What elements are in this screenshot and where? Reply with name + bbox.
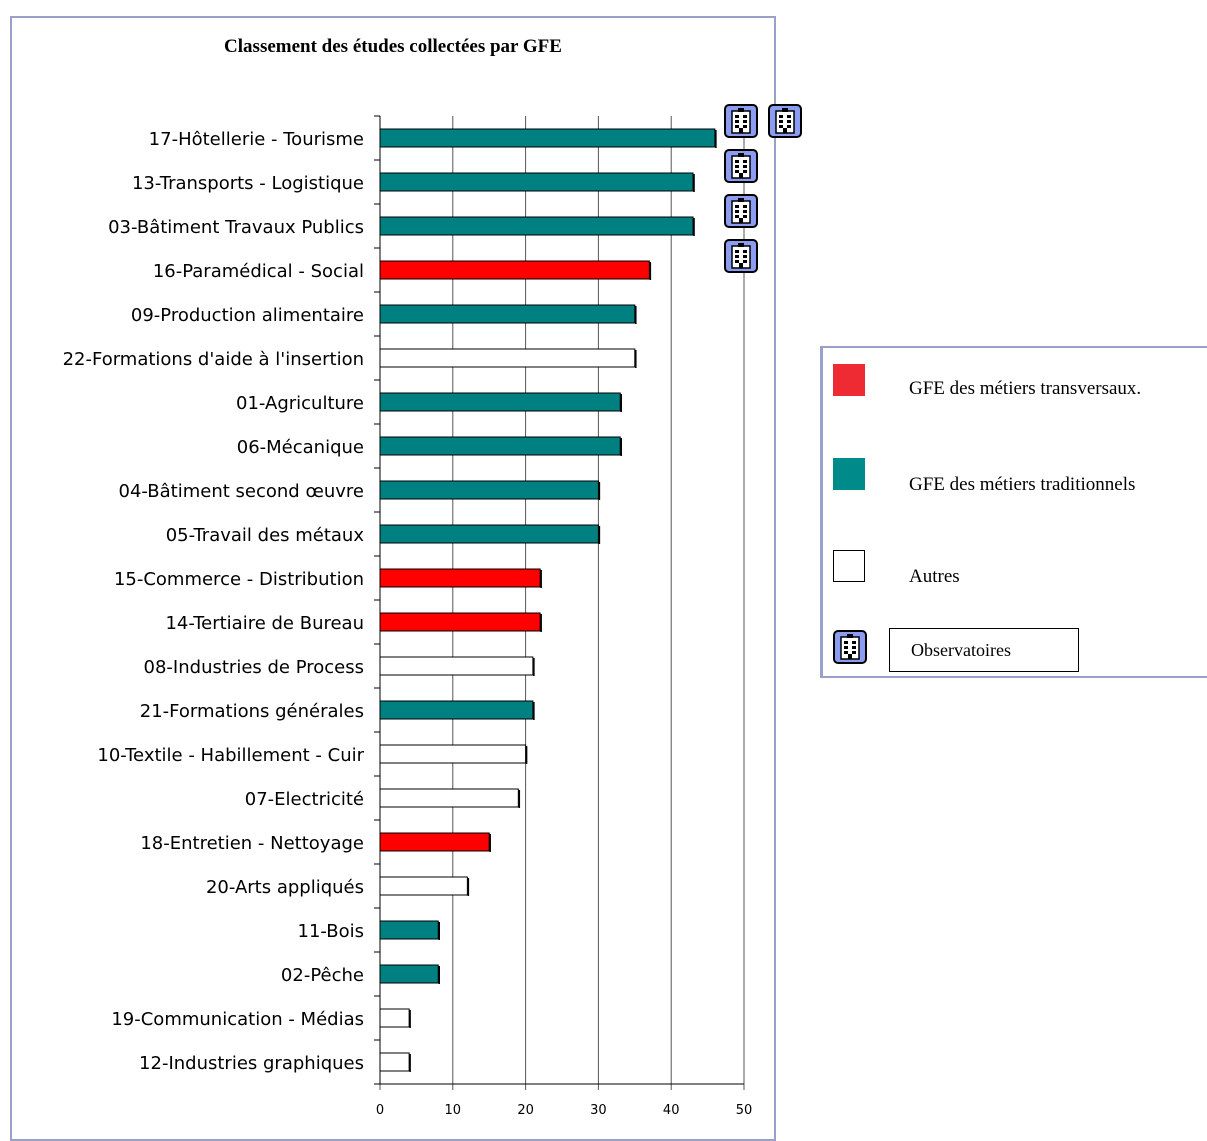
category-label: 10-Textile - Habillement - Cuir [97, 745, 364, 766]
bar [379, 964, 439, 984]
category-label: 15-Commerce - Distribution [114, 569, 364, 590]
category-label: 13-Transports - Logistique [132, 173, 364, 194]
legend-item-observatoires: Observatoires [823, 628, 1207, 674]
legend-item-traditionnels: GFE des métiers traditionnels [823, 458, 1207, 498]
legend-label-transversaux: GFE des métiers transversaux. [909, 378, 1142, 399]
x-tick-label: 10 [445, 1103, 462, 1118]
x-tick-label: 40 [663, 1103, 680, 1118]
bar [379, 876, 468, 896]
category-label: 11-Bois [298, 921, 365, 942]
building-icon [724, 239, 758, 273]
bar [379, 568, 541, 588]
bar [379, 744, 527, 764]
legend-swatch-transversaux [833, 364, 865, 396]
legend-swatch-traditionnels [833, 458, 865, 490]
bar [379, 480, 599, 500]
category-label: 07-Electricité [245, 789, 364, 810]
x-tick-label: 20 [517, 1103, 534, 1118]
bar [379, 700, 534, 720]
legend-label-traditionnels: GFE des métiers traditionnels [909, 474, 1136, 495]
bar [379, 524, 599, 544]
x-tick-label: 30 [590, 1103, 607, 1118]
category-label: 06-Mécanique [237, 437, 364, 458]
category-label: 12-Industries graphiques [139, 1053, 364, 1074]
category-label: 09-Production alimentaire [131, 305, 364, 326]
building-icon [833, 630, 867, 664]
bar [379, 656, 534, 676]
category-label: 05-Travail des métaux [166, 525, 365, 546]
legend-label-autres: Autres [909, 566, 960, 587]
x-tick-label: 0 [376, 1103, 384, 1118]
category-label: 21-Formations générales [140, 701, 364, 722]
legend-item-transversaux: GFE des métiers transversaux. [823, 364, 1207, 404]
building-icon [724, 104, 758, 138]
category-label: 03-Bâtiment Travaux Publics [108, 217, 364, 238]
bar [379, 612, 541, 632]
bar [379, 216, 694, 236]
bar [379, 1052, 410, 1072]
bar [379, 172, 694, 192]
category-label: 18-Entretien - Nettoyage [140, 833, 364, 854]
bar [379, 832, 490, 852]
category-label: 01-Agriculture [236, 393, 364, 414]
building-icon [724, 194, 758, 228]
bar [379, 788, 519, 808]
legend-label-observatoires: Observatoires [911, 640, 1011, 660]
legend: GFE des métiers transversaux. GFE des mé… [820, 346, 1207, 678]
building-icon [768, 104, 802, 138]
legend-observatoires-box [889, 628, 1079, 672]
bar [379, 1008, 410, 1028]
category-label: 20-Arts appliqués [206, 877, 364, 898]
bar [379, 348, 636, 368]
bar [379, 260, 650, 280]
bar [379, 920, 439, 940]
category-label: 16-Paramédical - Social [153, 261, 364, 282]
category-label: 14-Tertiaire de Bureau [165, 613, 364, 634]
bar [379, 392, 621, 412]
x-tick-label: 50 [736, 1103, 753, 1118]
category-label: 22-Formations d'aide à l'insertion [63, 349, 364, 370]
legend-item-autres: Autres [823, 550, 1207, 590]
category-label: 19-Communication - Médias [111, 1009, 364, 1030]
category-label: 17-Hôtellerie - Tourisme [149, 129, 364, 150]
legend-swatch-autres [833, 550, 865, 582]
bar [379, 304, 636, 324]
building-icon [724, 149, 758, 183]
category-label: 04-Bâtiment second œuvre [119, 481, 364, 502]
category-label: 08-Industries de Process [144, 657, 364, 678]
bar [379, 436, 621, 456]
bar [379, 128, 716, 148]
chart-title: Classement des études collectées par GFE [224, 36, 562, 57]
category-label: 02-Pêche [281, 965, 364, 986]
